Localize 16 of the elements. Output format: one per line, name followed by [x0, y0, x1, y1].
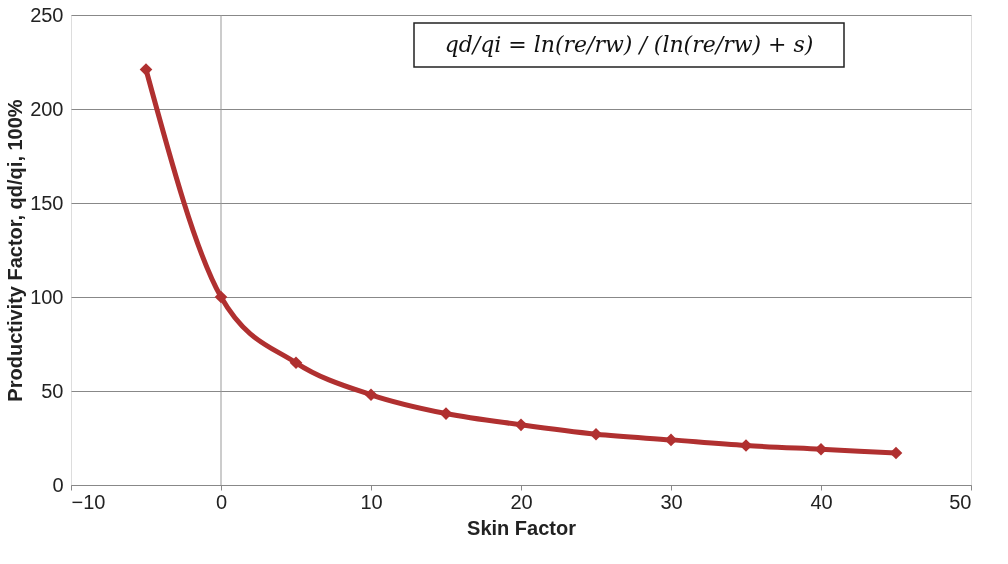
y-tick-label: 0 — [52, 473, 64, 496]
y-tick-label: 100 — [30, 285, 64, 308]
x-tick-label: 40 — [810, 490, 833, 513]
x-tick-label: 20 — [510, 490, 533, 513]
x-tick-label: 30 — [660, 490, 683, 513]
x-tick-label: −10 — [71, 490, 106, 513]
annotation: qd/qi = ln(re/rw) / (ln(re/rw) + s) — [444, 32, 814, 57]
x-tick-label: 0 — [215, 490, 228, 513]
x-axis-title: Skin Factor — [467, 516, 577, 539]
x-tick-label: 50 — [949, 490, 972, 513]
y-tick-label: 150 — [30, 191, 64, 214]
y-tick-label: 200 — [30, 97, 64, 120]
x-tick-label: 10 — [360, 490, 383, 513]
y-tick-label: 250 — [30, 3, 64, 26]
y-tick-label: 50 — [41, 379, 64, 402]
y-axis-title: Productivity Factor, qd/qi, 100% — [4, 99, 27, 402]
